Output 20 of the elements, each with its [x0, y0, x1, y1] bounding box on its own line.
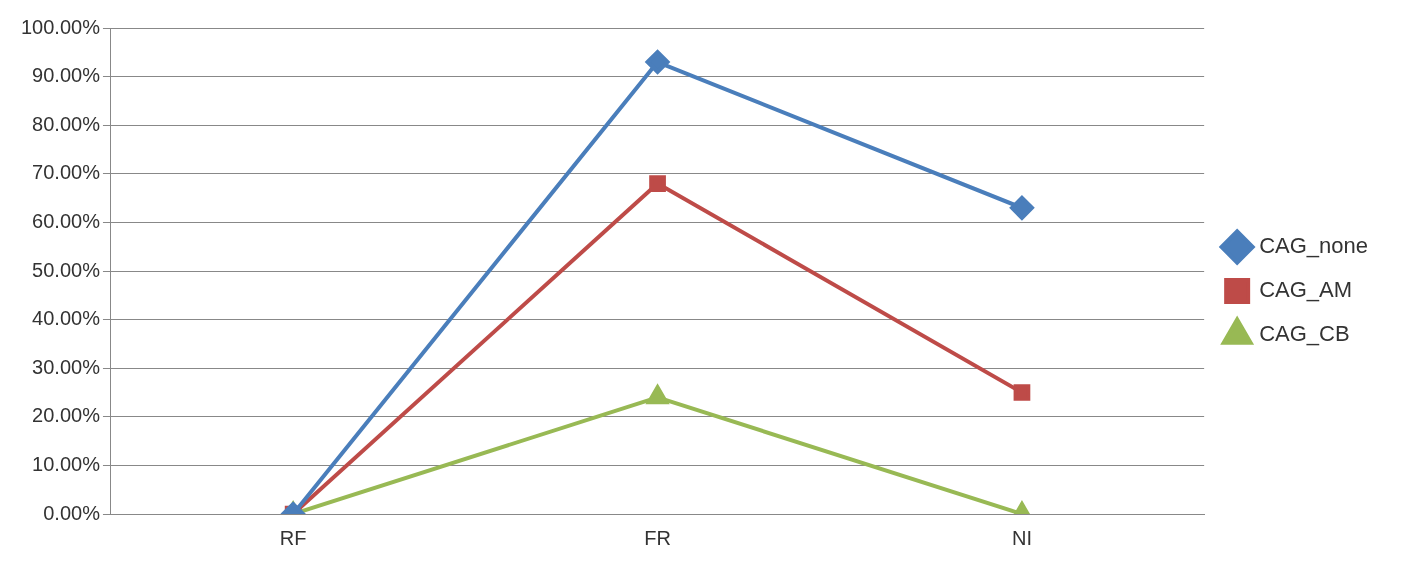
- y-tick-label: 20.00%: [32, 404, 101, 427]
- x-tick-label: RF: [279, 526, 307, 549]
- y-tick-label: 10.00%: [32, 452, 101, 475]
- legend-label: CAG_none: [1259, 233, 1369, 259]
- y-tick-label: 30.00%: [32, 355, 101, 378]
- y-tick-label: 50.00%: [32, 258, 101, 281]
- x-tick-label: NI: [1011, 526, 1032, 549]
- y-tick-label: 60.00%: [32, 209, 101, 232]
- y-tick-label: 90.00%: [32, 64, 101, 87]
- y-tick-label: 70.00%: [32, 161, 101, 184]
- x-tick-label: FR: [644, 526, 671, 549]
- y-tick-label: 100.00%: [20, 15, 101, 38]
- legend-label: CAG_AM: [1259, 277, 1353, 303]
- legend-label: CAG_CB: [1259, 321, 1350, 347]
- y-tick-label: 80.00%: [32, 112, 101, 135]
- point: [649, 175, 666, 192]
- point: [645, 50, 670, 75]
- y-tick-label: 0.00%: [43, 501, 101, 524]
- y-tick-label: 40.00%: [32, 307, 101, 330]
- point: [1009, 195, 1034, 220]
